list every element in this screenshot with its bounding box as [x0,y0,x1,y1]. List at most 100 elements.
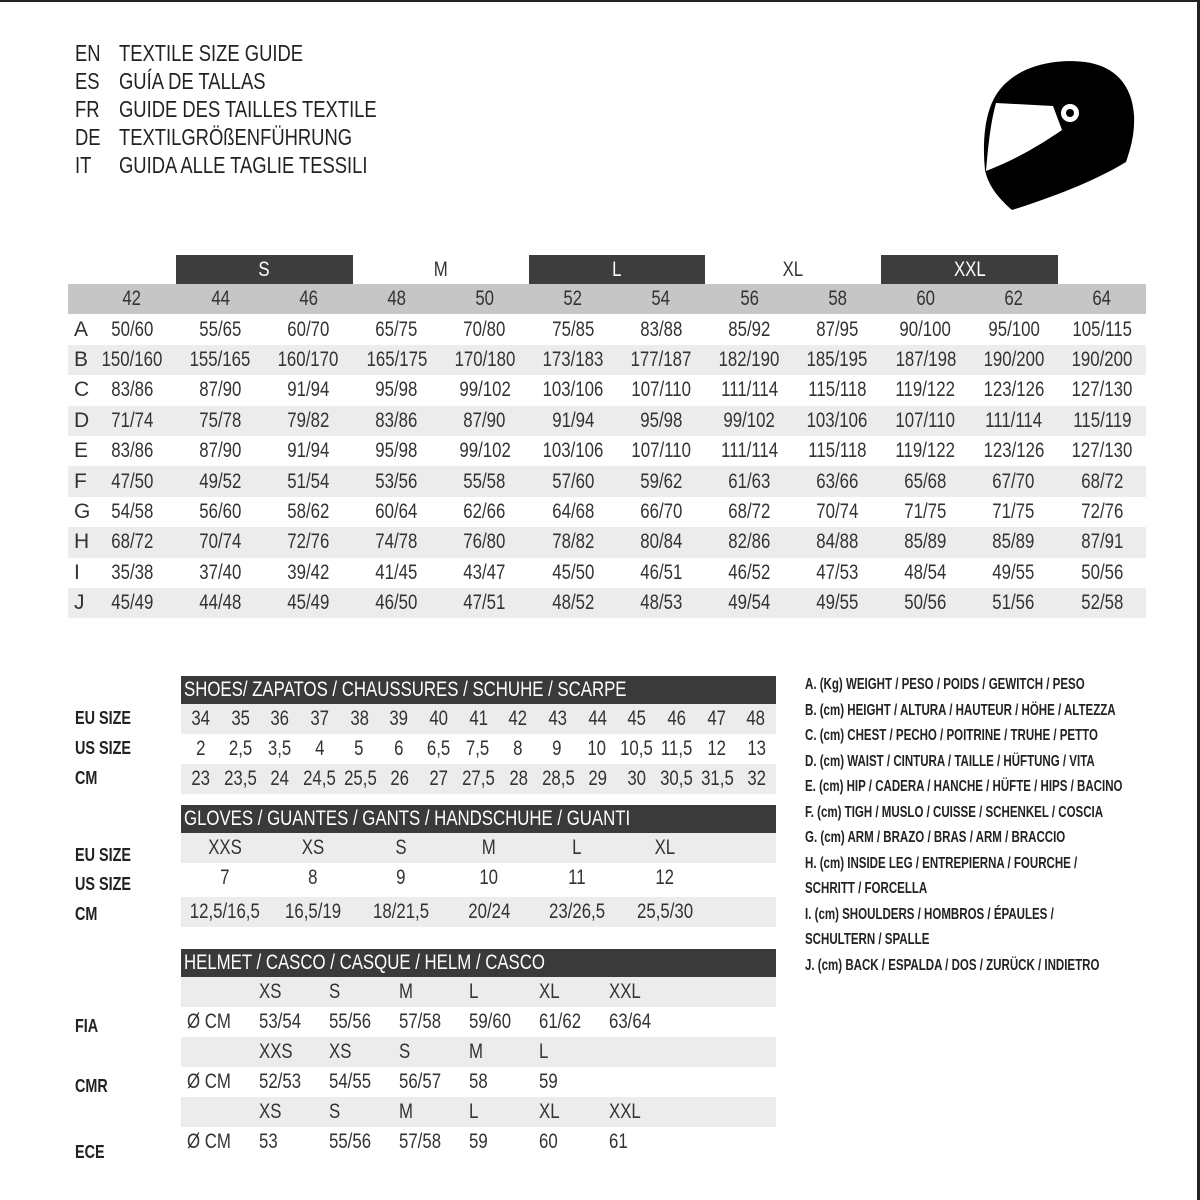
measurement-value-text: 87/90 [199,439,242,463]
measurement-value-text: 150/160 [101,347,163,371]
helmet-size: XS [329,1040,399,1064]
helmet-circumference: 55/56 [329,1130,399,1154]
glove-size-value: L [533,836,621,860]
measurement-value-text: 64/68 [551,499,594,523]
measurement-value-text: 66/70 [640,499,683,523]
row-label: F [74,469,87,493]
helmet-size-text: S [329,980,341,1003]
shoe-size-value-text: 6 [393,737,404,760]
measurement-value-text: 41/45 [375,560,418,584]
eu-size-text: 58 [828,287,847,311]
measurement-value-text: 68/72 [1080,469,1123,493]
shoe-size-value: 39 [379,707,419,731]
glove-size-value: 12 [621,866,709,890]
title-line: ES GUÍA DE TALLAS [75,68,441,96]
unit-label-text: Ø CM [187,1130,231,1153]
measurement-value-text: 103/106 [542,378,604,402]
measurement-value-text: 48/53 [640,591,683,615]
shoe-size-value: 31,5 [697,767,738,791]
eu-size-text: 52 [563,287,583,311]
glove-size-row: 7 8 9 10 11 12 [181,863,776,893]
measurement-value: 107/110 [617,378,705,402]
measurement-value: 35/38 [88,561,176,585]
legend-line: G. (cm) ARM / BRAZO / BRAS / ARM / BRACC… [805,827,1200,853]
glove-size-value: S [357,836,445,860]
shoe-size-value-text: 10 [587,737,606,760]
helmet-circumference-text: 61/62 [539,1010,582,1033]
shoe-size-value: 12 [697,737,737,761]
shoe-size-value-text: 38 [350,707,369,730]
language-code-text: IT [75,152,92,178]
measurement-value: 103/106 [529,439,617,463]
shoe-size-value-text: 8 [512,737,523,760]
measurement-value: 41/45 [352,561,440,585]
legend-line-text: G. (cm) ARM / BRAZO / BRAS / ARM / BRACC… [805,829,1066,846]
measurement-value-text: 83/86 [111,439,154,463]
measurement-value: 65/68 [881,470,969,494]
shoe-size-value: 26 [381,767,420,791]
measurement-value: 85/92 [705,318,793,342]
glove-size-value-text: 8 [308,866,318,889]
measurement-value-text: 37/40 [199,560,242,584]
title-text: TEXTILE SIZE GUIDE [119,40,349,68]
shoe-size-value: 47 [697,707,737,731]
measurement-value: 87/90 [176,378,264,402]
measurement-value: 74/78 [352,530,440,554]
shoe-size-value: 5 [339,737,379,761]
measurement-value-text: 173/183 [542,347,604,371]
glove-size-value-text: 18/21,5 [372,900,430,923]
shoe-size-value: 4 [300,737,340,761]
glove-size-value: 8 [269,866,357,890]
measurement-value-text: 127/130 [1071,378,1133,402]
measurement-value-text: 61/63 [728,469,771,493]
helmet-size: S [399,1040,469,1064]
row-label: FIA [75,1016,104,1037]
row-label: G [74,499,91,523]
helmet-circumference: 60 [539,1130,609,1154]
title-text-text: TEXTILGRÖßENFÜHRUNG [119,124,353,150]
helmet-circumference: 61 [609,1130,679,1154]
measurement-value: 119/122 [881,378,969,402]
helmet-size: XXL [609,980,679,1004]
measurement-value: 64/68 [529,500,617,524]
measurement-value-text: 119/122 [895,378,956,402]
measurement-value-text: 65/68 [904,469,947,493]
size-group-xl-text: XL [783,257,804,281]
measurement-value-text: 70/74 [816,499,859,523]
helmet-circumference-text: 58 [469,1070,488,1093]
shoe-size-value-text: 46 [667,707,687,730]
glove-size-value-text: 23/26,5 [548,900,606,923]
helmet-circumference: 53/54 [259,1010,329,1034]
shoe-size-value: 30 [617,767,656,791]
title-text-text: GUÍA DE TALLAS [119,68,266,94]
measurement-row: H 68/72 70/74 72/76 74/78 76/80 78/82 80/84 82/8… [68,527,1146,558]
legend-line: SCHULTERN / SPALLE [805,929,1200,955]
measurement-value: 83/86 [88,439,176,463]
glove-size-value: XXS [181,836,269,860]
helmet-circumference-text: 63/64 [609,1010,652,1033]
shoe-size-value: 24,5 [299,767,340,791]
title-line: IT GUIDA ALLE TAGLIE TESSILI [75,152,441,180]
measurement-value-text: 123/126 [983,378,1045,402]
measurement-value: 45/49 [264,591,352,615]
measurement-value-text: 127/130 [1071,439,1133,463]
shoe-size-value: 10,5 [616,737,657,761]
glove-size-value: XS [269,836,357,860]
measurement-value: 37/40 [176,561,264,585]
title-text: GUIDE DES TAILLES TEXTILE [119,96,441,124]
measurement-value-text: 82/86 [728,530,771,554]
unit-label: Ø CM [181,1070,259,1094]
eu-size-text: 60 [916,287,935,311]
title-text: GUIDA ALLE TAGLIE TESSILI [119,152,430,180]
measurement-value: 57/60 [529,470,617,494]
measurement-value-text: 48/54 [904,560,947,584]
glove-size-value-text: 11 [568,866,586,889]
glove-size-row: XXS XS S M L XL [181,833,776,863]
shoe-size-value: 2 [181,737,221,761]
shoe-size-value-text: 23,5 [223,767,257,790]
measurement-value-text: 39/42 [287,560,330,584]
row-label: A [74,317,89,341]
helmet-size-text: M [399,1100,413,1123]
helmet-size: XL [539,1100,609,1124]
measurement-value-text: 67/70 [992,469,1035,493]
